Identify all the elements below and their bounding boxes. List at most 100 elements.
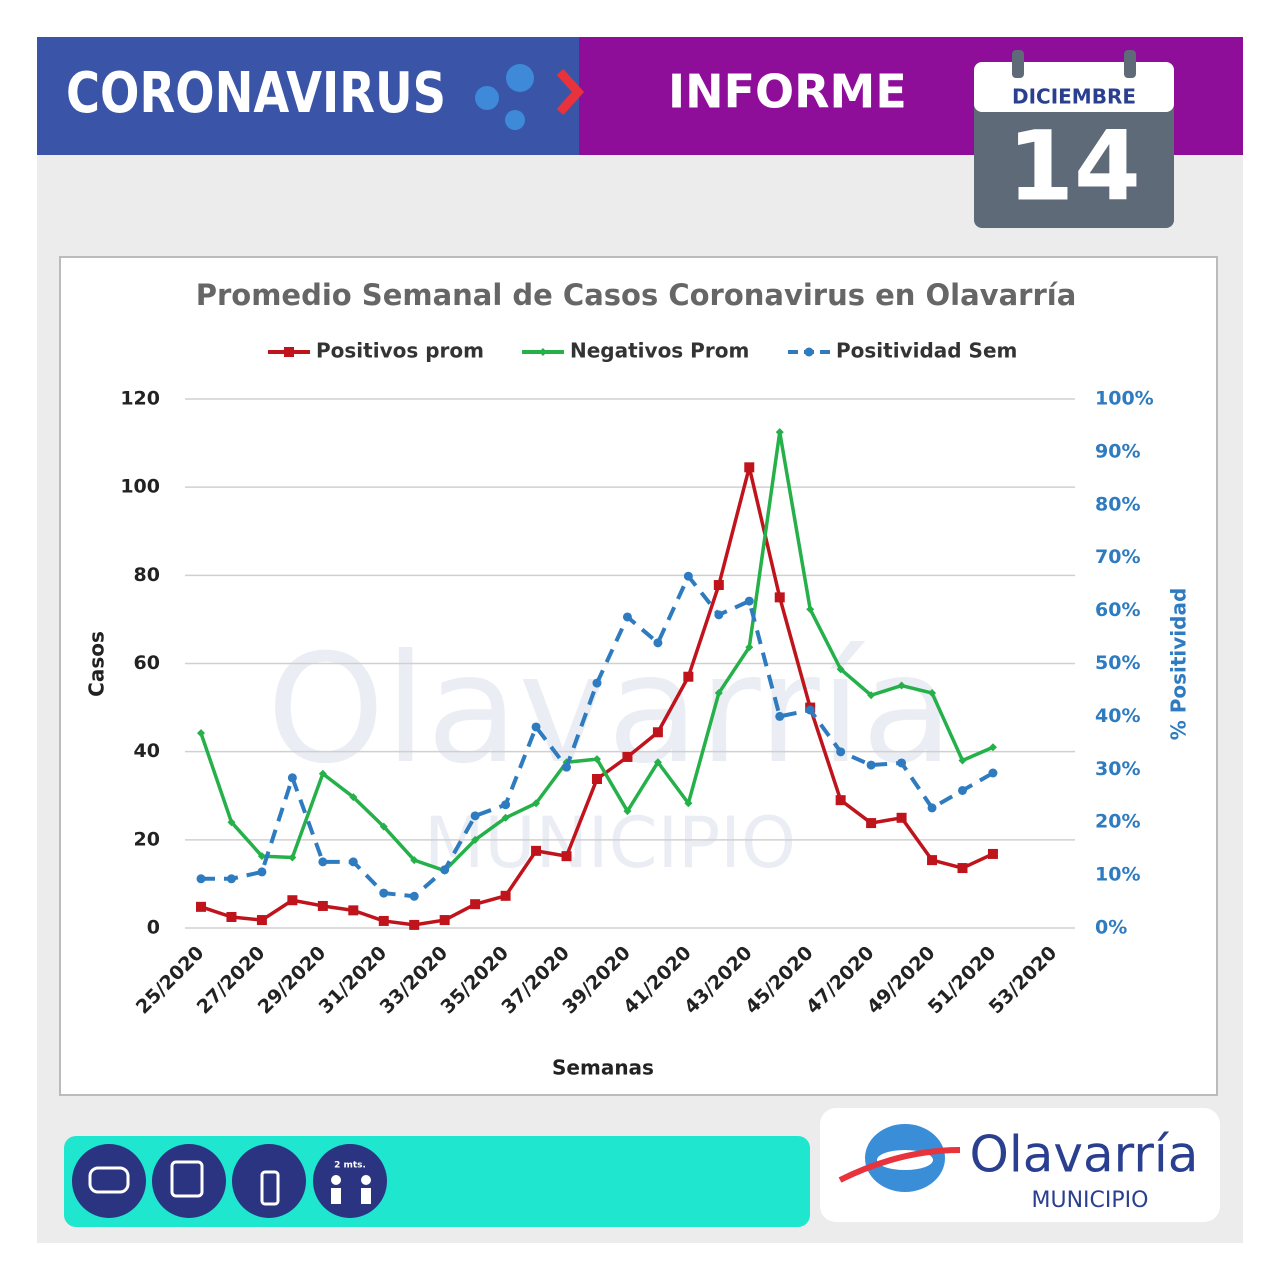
- y2-tick-label: 100%: [1095, 388, 1154, 410]
- data-point: [988, 743, 997, 752]
- y-tick-label: 0: [147, 917, 160, 939]
- data-point: [836, 665, 845, 674]
- data-point: [896, 812, 907, 823]
- y-tick-label: 80: [134, 564, 160, 586]
- data-point: [928, 689, 937, 698]
- data-point: [439, 915, 450, 926]
- y2-axis-label: % Positividad: [1167, 588, 1191, 741]
- data-point: [561, 851, 572, 862]
- y2-tick-label: 0%: [1095, 917, 1127, 939]
- y-tick-label: 100: [120, 476, 160, 498]
- distance-label: 2 mts.: [334, 1161, 366, 1171]
- legend-label: Positivos prom: [316, 339, 484, 363]
- data-point: [256, 915, 267, 926]
- data-point: [348, 905, 359, 916]
- y-tick-label: 40: [134, 740, 160, 762]
- footer-icons: [72, 1144, 387, 1218]
- data-point: [378, 915, 389, 926]
- data-point: [745, 643, 754, 652]
- data-point: [257, 852, 266, 861]
- data-point: [562, 762, 572, 772]
- legend-label: Positividad Sem: [836, 339, 1017, 363]
- data-point: [379, 888, 389, 898]
- data-point: [958, 756, 967, 765]
- data-point: [653, 758, 662, 767]
- y2-tick-label: 10%: [1095, 864, 1140, 886]
- data-point: [470, 899, 481, 910]
- legend-marker: [539, 348, 547, 356]
- data-point: [471, 835, 480, 844]
- data-point: [774, 592, 785, 603]
- data-point: [196, 874, 206, 884]
- data-point: [409, 919, 420, 930]
- y2-tick-label: 90%: [1095, 440, 1140, 462]
- data-point: [806, 605, 815, 614]
- logo-sub: MUNICIPIO: [1032, 1188, 1149, 1213]
- data-point: [897, 758, 907, 768]
- data-point: [927, 855, 938, 866]
- data-point: [227, 818, 236, 827]
- data-point: [866, 818, 877, 829]
- watermark-sub: MUNICIPIO: [424, 802, 796, 884]
- data-point: [836, 747, 846, 757]
- data-point: [866, 760, 876, 770]
- data-point: [531, 845, 542, 856]
- data-point: [501, 813, 510, 822]
- y2-tick-label: 50%: [1095, 652, 1140, 674]
- data-point: [197, 729, 205, 738]
- legend-marker: [804, 347, 814, 357]
- y2-tick-label: 40%: [1095, 705, 1140, 727]
- chart-title: Promedio Semanal de Casos Coronavirus en…: [196, 278, 1077, 312]
- header-title: CORONAVIRUS: [66, 61, 446, 126]
- x-axis-label: Semanas: [552, 1056, 654, 1080]
- data-point: [683, 571, 693, 581]
- data-point: [410, 856, 419, 865]
- data-point: [500, 890, 511, 901]
- data-point: [317, 900, 328, 911]
- y-tick-label: 60: [134, 652, 160, 674]
- y2-tick-label: 60%: [1095, 599, 1140, 621]
- data-point: [592, 678, 602, 688]
- y-axis-label: Casos: [85, 631, 109, 697]
- data-point: [592, 755, 601, 764]
- data-point: [775, 711, 785, 721]
- data-point: [988, 768, 998, 778]
- data-point: [987, 848, 998, 859]
- data-point: [805, 705, 815, 715]
- data-point: [684, 799, 693, 808]
- legend-label: Negativos Prom: [570, 339, 749, 363]
- logo-mark: [838, 1124, 961, 1192]
- data-point: [257, 867, 267, 877]
- data-point: [409, 891, 419, 901]
- data-point: [318, 857, 328, 867]
- plot: 0 20 40 60 80 100 120 0% 10% 20% 30% 40% 50% 60% 70% 80…: [120, 339, 1153, 1019]
- data-point: [531, 722, 541, 732]
- data-point: [957, 863, 968, 874]
- y2-tick-label: 80%: [1095, 493, 1140, 515]
- data-point: [349, 793, 358, 802]
- data-point: [226, 911, 237, 922]
- y-tick-label: 20: [134, 828, 160, 850]
- y2-tick-label: 20%: [1095, 811, 1140, 833]
- data-point: [897, 681, 906, 690]
- data-point: [713, 580, 724, 591]
- data-point: [927, 803, 937, 813]
- header-subtitle: INFORME: [668, 65, 907, 119]
- data-point: [622, 751, 633, 762]
- data-point: [622, 612, 632, 622]
- y2-tick-label: 30%: [1095, 758, 1140, 780]
- data-point: [775, 428, 784, 437]
- data-point: [470, 811, 480, 821]
- data-point: [591, 773, 602, 784]
- data-point: [744, 462, 755, 473]
- legend-marker: [284, 347, 294, 357]
- data-point: [623, 807, 632, 816]
- data-point: [714, 610, 724, 620]
- chart-panel: [59, 256, 1218, 1096]
- data-point: [288, 853, 297, 862]
- data-point: [532, 799, 541, 808]
- calendar: DICIEMBRE 14: [974, 50, 1174, 228]
- data-point: [867, 691, 876, 700]
- y2-tick-label: 70%: [1095, 546, 1140, 568]
- data-point: [379, 822, 388, 831]
